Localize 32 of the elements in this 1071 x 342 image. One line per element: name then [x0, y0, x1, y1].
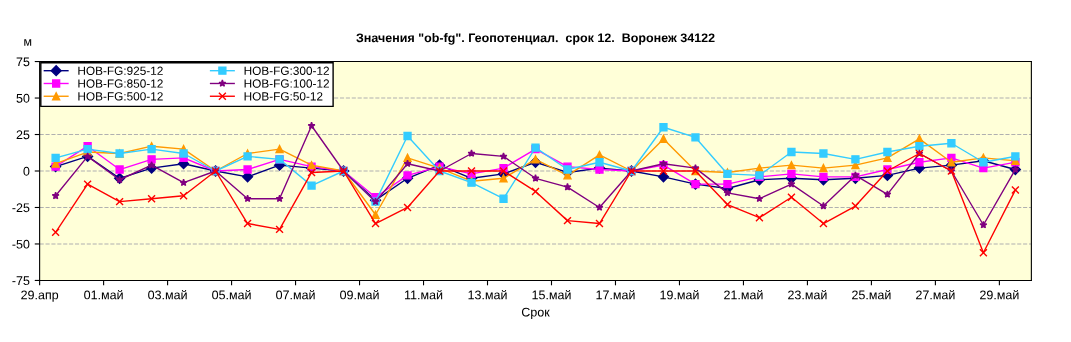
x-tick-label: 09.май: [340, 289, 379, 300]
y-tick-label: 50: [16, 93, 30, 103]
legend-label: HOB-FG:300-12: [244, 66, 329, 75]
x-tick-label: 05.май: [212, 289, 251, 300]
x-tick-label: 25.май: [852, 289, 891, 300]
x-tick-label: 29.апр: [21, 290, 59, 302]
legend-label: HOB-FG:500-12: [78, 92, 163, 101]
y-tick-label: -75: [12, 276, 30, 286]
x-tick-label: 19.май: [660, 289, 699, 300]
y-tick-label: 75: [16, 57, 30, 67]
x-tick-label: 13.май: [468, 289, 507, 300]
x-tick-label: 17.май: [596, 289, 635, 300]
y-tick-label: 25: [16, 130, 30, 140]
x-axis-title: Срок: [521, 307, 550, 320]
legend-label: HOB-FG:850-12: [78, 79, 163, 88]
x-tick-label: 23.май: [788, 289, 827, 300]
x-tick-label: 11.май: [404, 289, 443, 300]
x-tick-label: 21.май: [724, 289, 763, 300]
x-tick-label: 07.май: [276, 289, 315, 300]
y-axis-title: м: [24, 39, 32, 46]
x-tick-label: 27.май: [916, 289, 955, 300]
y-tick-label: -25: [12, 203, 30, 213]
y-tick-label: -50: [12, 239, 30, 249]
legend-label: HOB-FG:50-12: [244, 92, 323, 101]
legend-label: HOB-FG:925-12: [78, 66, 163, 75]
x-tick-label: 29.май: [980, 289, 1019, 300]
x-tick-label: 15.май: [532, 289, 571, 300]
x-tick-label: 01.май: [84, 289, 123, 300]
y-tick-label: 0: [23, 166, 30, 176]
x-tick-label: 03.май: [148, 289, 187, 300]
legend-label: HOB-FG:100-12: [244, 79, 329, 88]
chart-title: Значения "ob-fg". Геопотенциал. срок 12. Воронеж 34122: [356, 33, 715, 45]
